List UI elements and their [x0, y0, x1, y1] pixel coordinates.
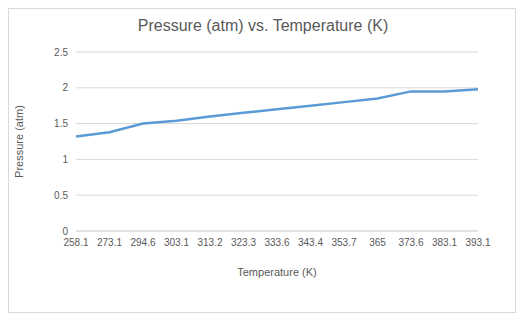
svg-text:333.6: 333.6	[264, 237, 289, 248]
svg-text:365: 365	[369, 237, 386, 248]
svg-text:Temperature (K): Temperature (K)	[237, 266, 316, 278]
svg-text:273.1: 273.1	[97, 237, 122, 248]
svg-text:353.7: 353.7	[331, 237, 356, 248]
svg-text:373.6: 373.6	[398, 237, 423, 248]
svg-text:Pressure (atm): Pressure (atm)	[13, 105, 25, 178]
svg-text:383.1: 383.1	[432, 237, 457, 248]
svg-text:393.1: 393.1	[465, 237, 490, 248]
svg-text:1.5: 1.5	[54, 118, 68, 129]
svg-text:0: 0	[62, 226, 68, 237]
svg-text:323.3: 323.3	[231, 237, 256, 248]
svg-text:303.1: 303.1	[164, 237, 189, 248]
svg-text:258.1: 258.1	[63, 237, 88, 248]
svg-text:343.4: 343.4	[298, 237, 323, 248]
svg-text:294.6: 294.6	[130, 237, 155, 248]
svg-text:2.5: 2.5	[54, 47, 68, 58]
svg-text:1: 1	[62, 154, 68, 165]
svg-text:0.5: 0.5	[54, 190, 68, 201]
svg-text:2: 2	[62, 82, 68, 93]
svg-text:313.2: 313.2	[197, 237, 222, 248]
html-text:Pressure (atm) vs. Temperature: Pressure (atm) vs. Temperature (K)	[137, 17, 389, 34]
